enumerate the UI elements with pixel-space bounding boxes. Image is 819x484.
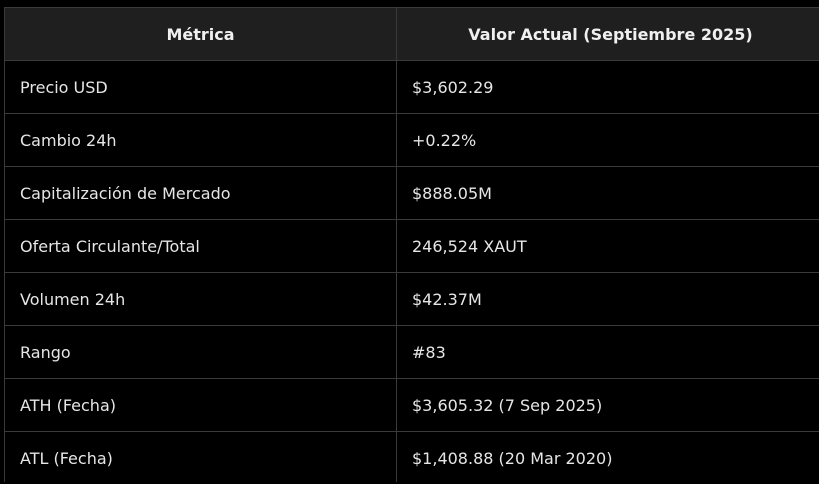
- metric-cell: Cambio 24h: [4, 113, 397, 167]
- table-row: Volumen 24h $42.37M: [4, 272, 819, 326]
- table-row: Precio USD $3,602.29: [4, 60, 819, 114]
- metric-cell: ATL (Fecha): [4, 431, 397, 482]
- value-cell: $888.05M: [396, 166, 819, 220]
- value-cell: $1,408.88 (20 Mar 2020): [396, 431, 819, 482]
- table-row: Rango #83: [4, 325, 819, 379]
- metric-cell: Precio USD: [4, 60, 397, 114]
- metric-cell: Rango: [4, 325, 397, 379]
- value-cell: $3,602.29: [396, 60, 819, 114]
- table-row: Oferta Circulante/Total 246,524 XAUT: [4, 219, 819, 273]
- value-cell: #83: [396, 325, 819, 379]
- column-header-metric: Métrica: [4, 7, 397, 61]
- value-cell: +0.22%: [396, 113, 819, 167]
- metric-cell: Volumen 24h: [4, 272, 397, 326]
- metrics-table: Métrica Valor Actual (Septiembre 2025) P…: [4, 7, 819, 482]
- table-row: Capitalización de Mercado $888.05M: [4, 166, 819, 220]
- table-body: Precio USD $3,602.29 Cambio 24h +0.22% C…: [4, 60, 819, 482]
- table-row: Cambio 24h +0.22%: [4, 113, 819, 167]
- metric-cell: ATH (Fecha): [4, 378, 397, 432]
- table-row: ATH (Fecha) $3,605.32 (7 Sep 2025): [4, 378, 819, 432]
- value-cell: $42.37M: [396, 272, 819, 326]
- table-header: Métrica Valor Actual (Septiembre 2025): [4, 7, 819, 61]
- value-cell: $3,605.32 (7 Sep 2025): [396, 378, 819, 432]
- metric-cell: Oferta Circulante/Total: [4, 219, 397, 273]
- column-header-value: Valor Actual (Septiembre 2025): [396, 7, 819, 61]
- value-cell: 246,524 XAUT: [396, 219, 819, 273]
- metric-cell: Capitalización de Mercado: [4, 166, 397, 220]
- header-row: Métrica Valor Actual (Septiembre 2025): [4, 7, 819, 61]
- table-row: ATL (Fecha) $1,408.88 (20 Mar 2020): [4, 431, 819, 482]
- table-container: Métrica Valor Actual (Septiembre 2025) P…: [4, 7, 819, 482]
